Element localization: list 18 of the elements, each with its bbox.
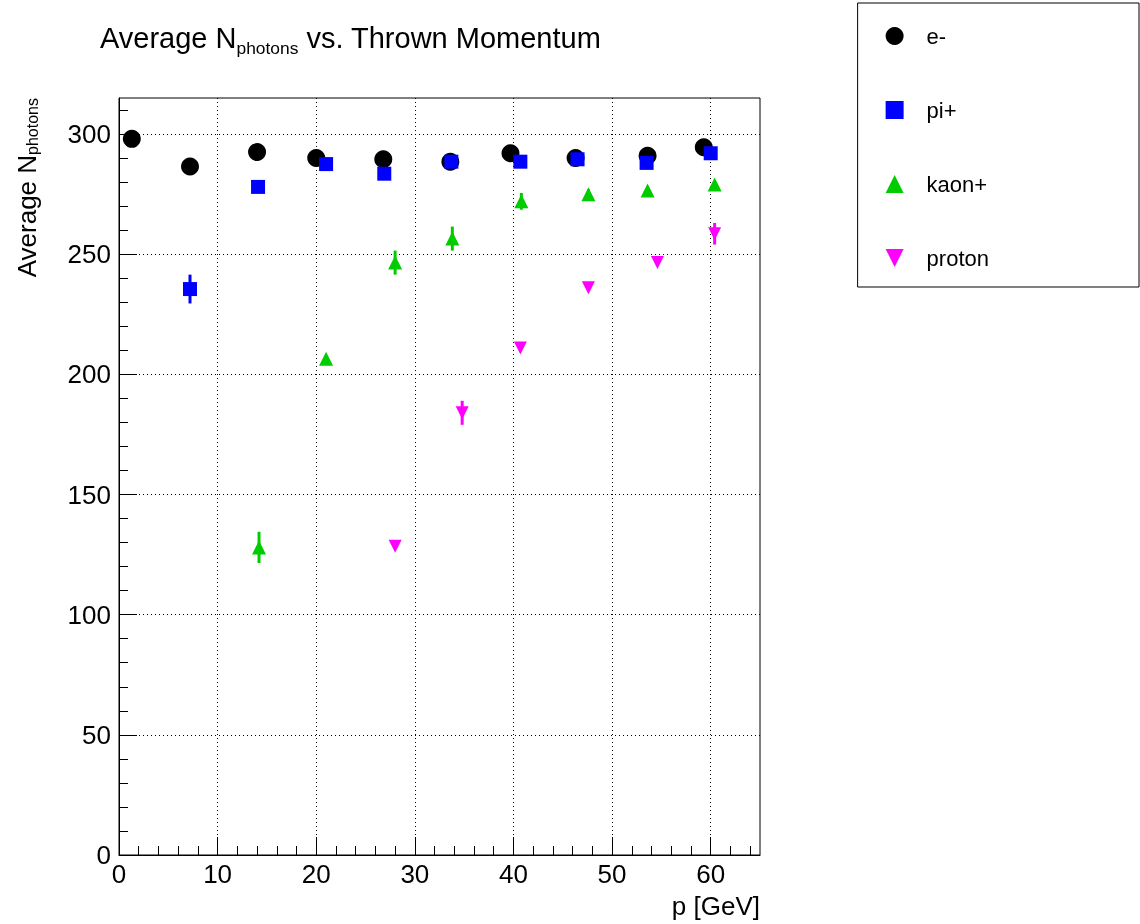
legend-label: kaon+	[926, 171, 988, 197]
y-tick-label: 300	[67, 119, 111, 150]
y-tick-label: 50	[82, 719, 111, 750]
x-tick-label: 40	[499, 859, 528, 889]
x-tick-label: 60	[696, 859, 726, 889]
x-axis-title: p [GeV]	[671, 891, 760, 921]
x-tick-label: 50	[597, 859, 627, 889]
y-tick-label: 250	[67, 239, 111, 270]
y-tick-label: 150	[67, 479, 111, 510]
x-tick-label: 20	[301, 859, 331, 889]
x-tick-label: 10	[203, 859, 233, 889]
x-tick-label: 30	[400, 859, 430, 889]
y-tick-label: 100	[67, 599, 111, 630]
y-tick-label: 200	[67, 359, 111, 390]
legend-label: pi+	[926, 97, 957, 123]
legend-label: proton	[926, 245, 990, 271]
legend-label: e-	[926, 23, 947, 49]
y-tick-label: 0	[96, 840, 111, 870]
